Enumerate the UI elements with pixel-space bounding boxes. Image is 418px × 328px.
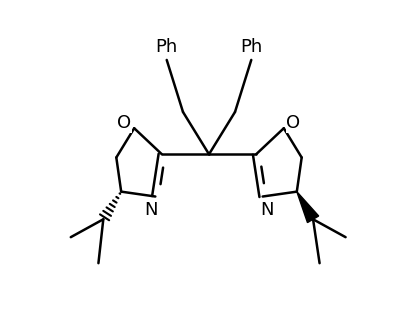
Text: N: N xyxy=(260,200,274,218)
Polygon shape xyxy=(297,192,319,223)
Text: N: N xyxy=(144,200,158,218)
Text: O: O xyxy=(117,114,132,132)
Text: Ph: Ph xyxy=(240,38,263,56)
Text: Ph: Ph xyxy=(155,38,178,56)
Text: O: O xyxy=(286,114,301,132)
